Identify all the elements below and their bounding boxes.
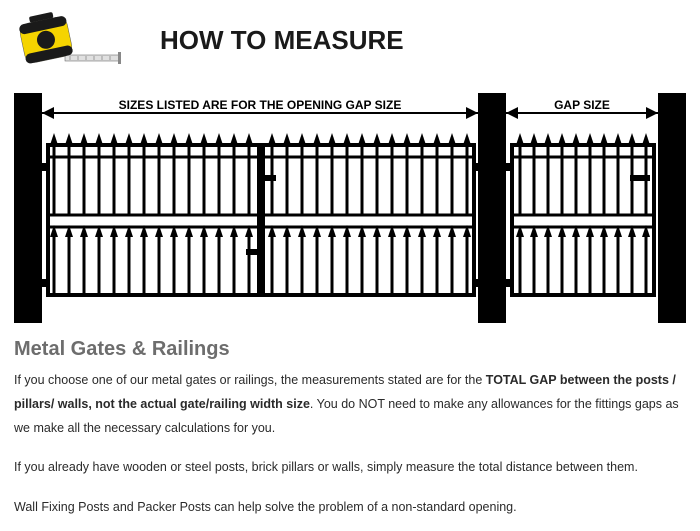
diagram-main-label: SIZES LISTED ARE FOR THE OPENING GAP SIZ…	[119, 98, 402, 112]
tape-measure-icon	[10, 8, 130, 73]
page-container: HOW TO MEASURE SIZES LISTED ARE FOR THE …	[0, 0, 700, 531]
paragraph-3: Wall Fixing Posts and Packer Posts can h…	[14, 496, 686, 520]
main-gate	[34, 133, 488, 295]
header: HOW TO MEASURE	[0, 0, 700, 73]
side-gate	[498, 133, 654, 295]
p1-part1: If you choose one of our metal gates or …	[14, 373, 486, 387]
diagram-side-label: GAP SIZE	[554, 98, 610, 112]
page-title: HOW TO MEASURE	[160, 25, 404, 56]
paragraph-2: If you already have wooden or steel post…	[14, 456, 686, 480]
gate-diagram: SIZES LISTED ARE FOR THE OPENING GAP SIZ…	[14, 93, 686, 330]
section-title: Metal Gates & Railings	[14, 338, 686, 361]
paragraph-1: If you choose one of our metal gates or …	[14, 369, 686, 440]
